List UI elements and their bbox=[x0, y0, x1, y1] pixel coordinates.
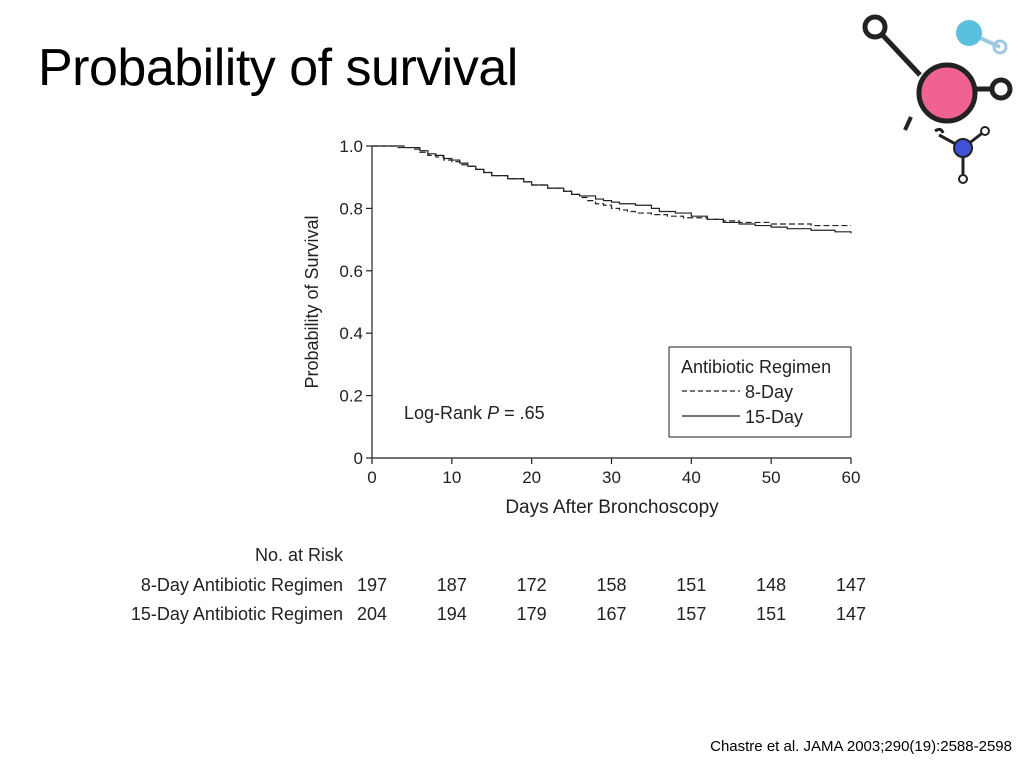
legend-label-15-day: 15-Day bbox=[745, 407, 803, 427]
risk-count: 148 bbox=[756, 575, 786, 595]
logo-node-light bbox=[992, 39, 1008, 55]
citation: Chastre et al. JAMA 2003;290(19):2588-25… bbox=[710, 738, 1012, 755]
risk-count: 194 bbox=[437, 604, 467, 624]
legend-title: Antibiotic Regimen bbox=[681, 357, 831, 377]
risk-table-header: No. at Risk bbox=[255, 545, 344, 565]
y-tick-label: 0.4 bbox=[339, 324, 363, 343]
x-tick-label: 20 bbox=[522, 468, 541, 487]
slide-title: Probability of survival bbox=[38, 39, 518, 97]
y-tick-label: 0.6 bbox=[339, 262, 363, 281]
molecule-logo bbox=[862, 14, 1013, 184]
y-tick-label: 0 bbox=[354, 449, 363, 468]
risk-count: 151 bbox=[676, 575, 706, 595]
x-axis-label: Days After Bronchoscopy bbox=[505, 497, 719, 518]
legend-label-8-day: 8-Day bbox=[745, 382, 793, 402]
x-tick-label: 50 bbox=[762, 468, 781, 487]
y-tick-label: 0.8 bbox=[339, 199, 363, 218]
chart-series bbox=[372, 145, 852, 234]
series-line-15-day bbox=[372, 145, 852, 234]
risk-count: 172 bbox=[517, 575, 547, 595]
legend-box bbox=[668, 346, 852, 438]
logo-node-white bbox=[989, 77, 1013, 101]
risk-count: 197 bbox=[357, 575, 387, 595]
risk-count: 147 bbox=[836, 575, 866, 595]
risk-count: 204 bbox=[357, 604, 387, 624]
log-rank-annotation: Log-Rank P = .65 bbox=[404, 403, 545, 423]
logo-node-pink bbox=[916, 62, 978, 124]
risk-count: 157 bbox=[676, 604, 706, 624]
risk-count: 151 bbox=[756, 604, 786, 624]
logo-hook bbox=[934, 127, 945, 134]
logo-node-white bbox=[862, 14, 888, 40]
logo-node-small bbox=[958, 174, 968, 184]
logo-bond bbox=[903, 116, 913, 131]
risk-count: 179 bbox=[517, 604, 547, 624]
risk-table: No. at Risk 8-Day Antibiotic Regimen 197 1… bbox=[131, 545, 866, 624]
y-axis-label: Probability of Survival bbox=[302, 215, 322, 388]
logo-node-small bbox=[980, 126, 990, 136]
logo-node-cyan bbox=[956, 20, 982, 46]
risk-row-label: 8-Day Antibiotic Regimen bbox=[141, 575, 343, 595]
y-tick-label: 0.2 bbox=[339, 387, 363, 406]
risk-row-label: 15-Day Antibiotic Regimen bbox=[131, 604, 343, 624]
y-tick-label: 1.0 bbox=[339, 137, 363, 156]
x-tick-label: 10 bbox=[442, 468, 461, 487]
x-tick-label: 0 bbox=[367, 468, 376, 487]
risk-count: 167 bbox=[596, 604, 626, 624]
risk-count: 147 bbox=[836, 604, 866, 624]
chart-legend: Antibiotic Regimen 8-Day 15-Day bbox=[668, 346, 852, 438]
x-tick-label: 30 bbox=[602, 468, 621, 487]
logo-node-blue bbox=[953, 138, 973, 158]
x-tick-label: 40 bbox=[682, 468, 701, 487]
x-tick-label: 60 bbox=[842, 468, 861, 487]
risk-count: 187 bbox=[437, 575, 467, 595]
chart-axes: 0 0.2 0.4 0.6 0.8 1.0 0 10 20 30 40 50 60 bbox=[339, 137, 860, 487]
risk-count: 158 bbox=[596, 575, 626, 595]
